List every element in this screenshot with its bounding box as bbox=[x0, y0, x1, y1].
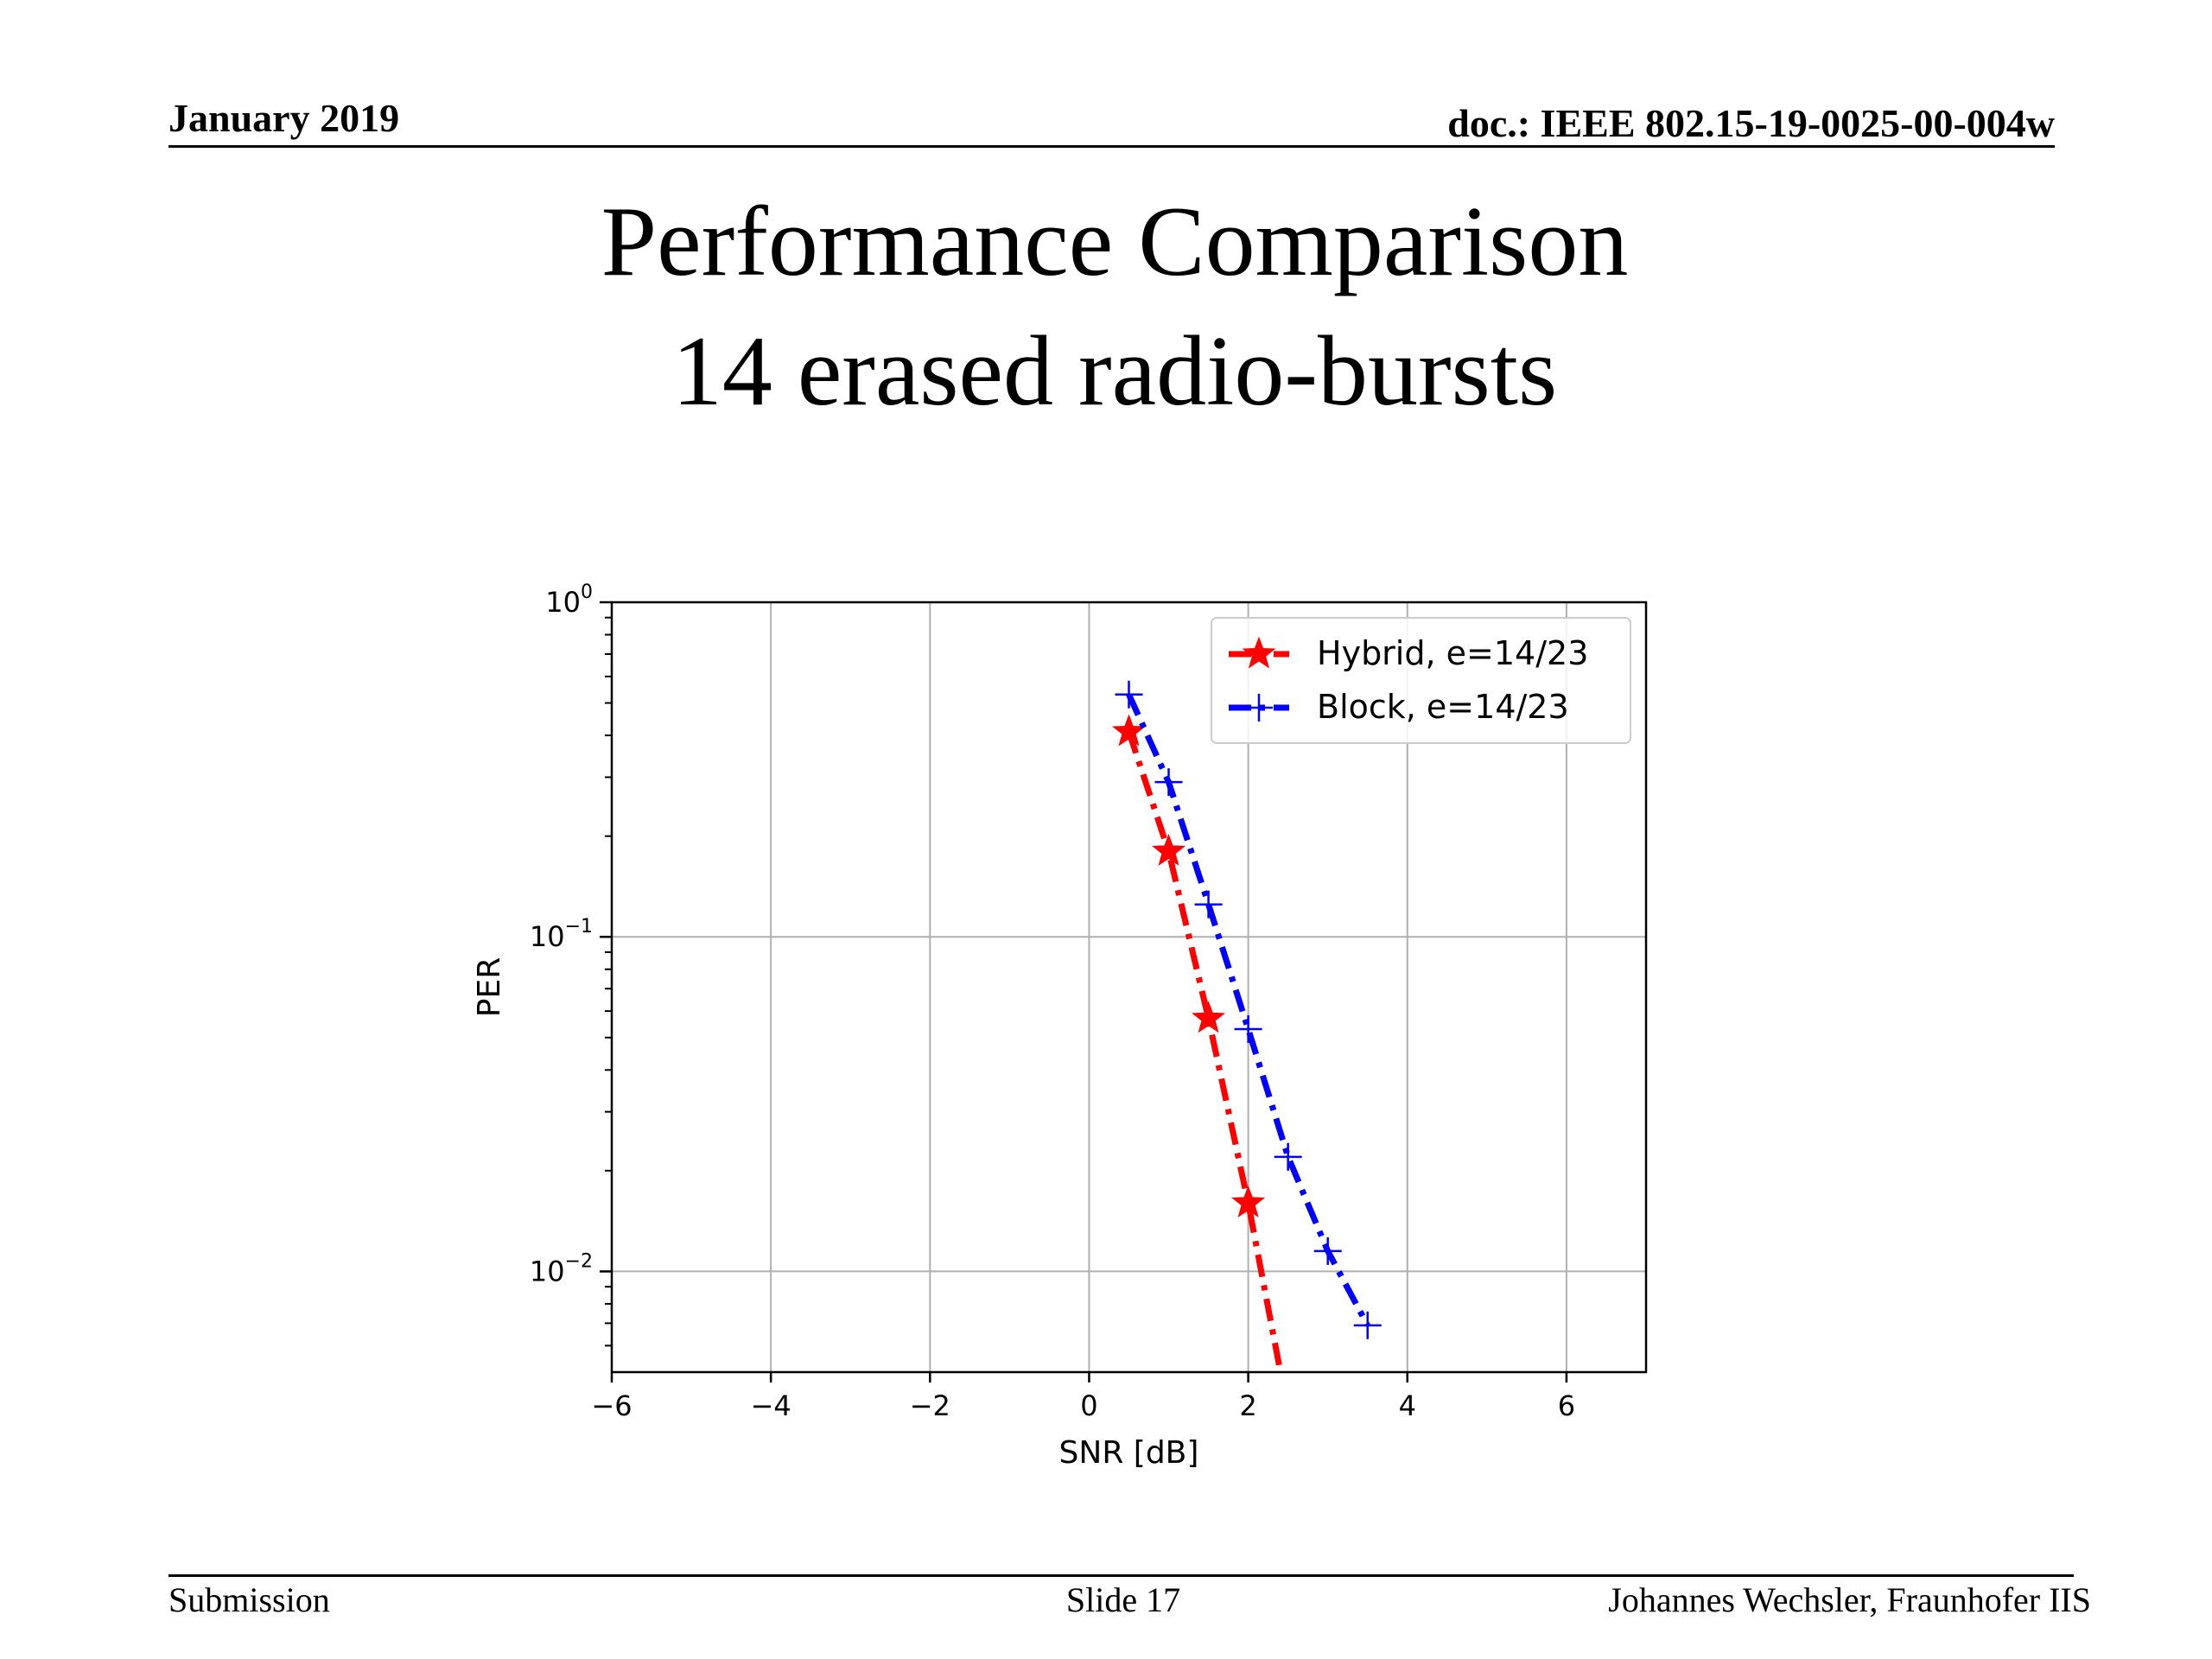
data-point-plus bbox=[1274, 1142, 1302, 1171]
y-tick-label: 10−2 bbox=[530, 1250, 593, 1287]
data-point-plus bbox=[1313, 1236, 1342, 1265]
data-point-plus bbox=[1353, 1311, 1382, 1339]
legend-label: Block, e=14/23 bbox=[1317, 688, 1569, 726]
data-point-star bbox=[1231, 1185, 1266, 1217]
x-axis-label: SNR [dB] bbox=[1059, 1435, 1199, 1471]
y-tick-label: 10−1 bbox=[530, 916, 593, 953]
x-tick-label: 2 bbox=[1239, 1389, 1256, 1422]
slide-title: Performance Comparison 14 erased radio-b… bbox=[0, 177, 2212, 436]
series-block bbox=[1115, 680, 1382, 1339]
data-point-plus bbox=[1194, 890, 1223, 918]
legend-box bbox=[1211, 617, 1631, 744]
header-doc-id: doc.: IEEE 802.15-19-0025-00-004w bbox=[1447, 101, 2055, 145]
x-tick-label: 4 bbox=[1399, 1389, 1416, 1422]
footer-author: Johannes Wechsler, Fraunhofer IIS bbox=[1608, 1580, 2091, 1619]
x-tick-label: 6 bbox=[1558, 1389, 1575, 1422]
legend-label: Hybrid, e=14/23 bbox=[1317, 634, 1588, 672]
slide-title-line-1: Performance Comparison bbox=[601, 187, 1629, 297]
x-tick-label: −2 bbox=[910, 1389, 950, 1422]
header-divider bbox=[168, 145, 2055, 148]
x-tick-label: −6 bbox=[591, 1389, 632, 1422]
y-tick-label: 100 bbox=[545, 582, 593, 619]
data-point-plus bbox=[1115, 680, 1143, 709]
legend: Hybrid, e=14/23 Block, e=14/23 bbox=[1211, 617, 1631, 744]
data-point-plus bbox=[1245, 694, 1273, 721]
footer-slide-number: Slide 17 bbox=[1065, 1580, 1181, 1619]
plot-frame bbox=[610, 601, 1648, 1374]
header-date: January 2019 bbox=[168, 96, 400, 140]
x-tick-label: 0 bbox=[1080, 1389, 1097, 1422]
legend-entry: Hybrid, e=14/23 bbox=[1229, 634, 1588, 672]
data-point-plus bbox=[1234, 1014, 1262, 1043]
legend-entry: Block, e=14/23 bbox=[1229, 688, 1569, 726]
series-hybrid bbox=[1112, 714, 1304, 1425]
series-line bbox=[1126, 730, 1284, 1372]
y-axis-label: PER bbox=[472, 957, 507, 1017]
data-point-star bbox=[1273, 1395, 1304, 1425]
footer-submission: Submission bbox=[168, 1580, 330, 1619]
data-point-star bbox=[1242, 636, 1276, 669]
data-point-plus bbox=[1154, 768, 1183, 797]
data-point-star bbox=[1192, 1001, 1225, 1033]
data-point-star bbox=[1152, 833, 1185, 866]
slide-title-line-2: 14 erased radio-bursts bbox=[671, 316, 1558, 427]
x-tick-label: −4 bbox=[751, 1389, 791, 1422]
footer-divider bbox=[168, 1574, 2074, 1577]
